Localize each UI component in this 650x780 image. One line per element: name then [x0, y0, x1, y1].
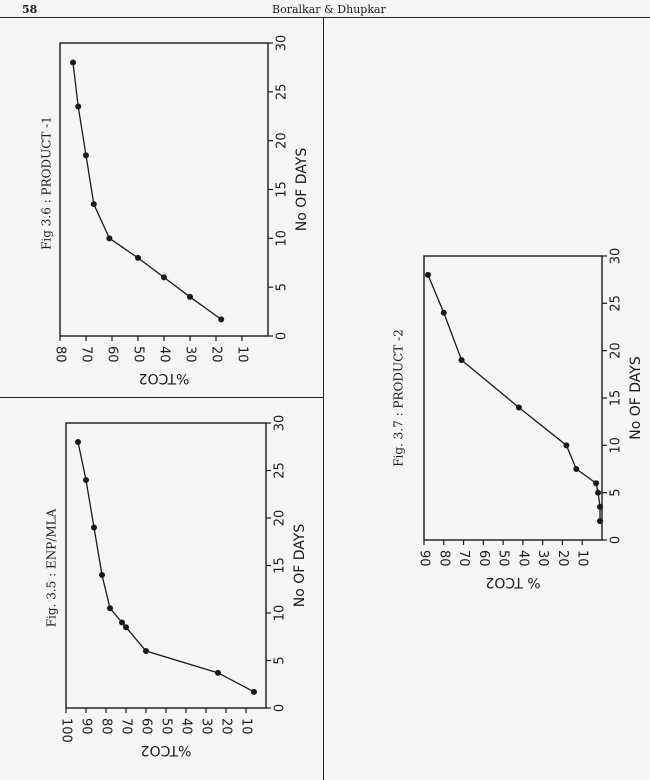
data-point — [90, 201, 97, 208]
data-point — [75, 103, 82, 110]
x-tick-label: 0 — [609, 536, 624, 544]
data-point — [440, 309, 447, 316]
y-tick-label: 20 — [219, 718, 234, 735]
series-line — [427, 274, 601, 522]
data-point — [458, 357, 465, 364]
x-tick-label: 5 — [609, 489, 624, 497]
x-tick-label: 25 — [273, 462, 288, 479]
y-axis-title: %TCO2 — [139, 370, 190, 386]
y-tick-label: 100 — [59, 718, 74, 743]
y-tick-label: 70 — [79, 346, 94, 363]
y-tick-label: 80 — [99, 718, 114, 735]
data-point — [143, 648, 149, 654]
y-tick-label: 10 — [239, 718, 254, 735]
data-point — [91, 524, 97, 531]
data-point — [135, 254, 141, 261]
chart-enp-mla: 0 5 10 15 20 25 30 10 20 30 40 50 60 70 80 90 100 No OF D… — [45, 415, 309, 758]
running-head: Boralkar & Dhupkar — [272, 3, 386, 16]
data-point — [218, 316, 225, 323]
left-horizontal-divider — [0, 397, 323, 398]
data-point — [215, 669, 221, 676]
data-point — [70, 59, 76, 66]
data-point — [597, 518, 604, 525]
y-tick-label: 90 — [417, 550, 432, 567]
y-tick-label: 90 — [79, 718, 94, 735]
x-tick-label: 25 — [275, 84, 290, 101]
x-tick-label: 5 — [273, 656, 288, 664]
x-tick-label: 20 — [609, 342, 624, 359]
x-tick-label: 30 — [273, 415, 288, 432]
x-tick-label: 20 — [275, 132, 290, 149]
x-tick-label: 5 — [275, 283, 290, 291]
data-point — [187, 293, 193, 300]
x-tick-label: 15 — [275, 181, 290, 198]
chart-product-1: 0 5 10 15 20 25 30 10 20 30 40 50 60 70 80 No OF DAYS %T… — [40, 35, 311, 386]
y-tick-label: 40 — [157, 346, 172, 363]
data-point — [424, 271, 431, 278]
series-line — [72, 62, 222, 320]
y-tick-label: 30 — [199, 718, 214, 735]
y-tick-label: 60 — [476, 550, 491, 567]
y-tick-label: 70 — [456, 550, 471, 567]
x-tick-label: 15 — [273, 557, 288, 574]
x-axis-title: No OF DAYS — [292, 524, 308, 608]
figure-caption: Fig. 3.7 : PRODUCT -2 — [392, 329, 406, 467]
figure-caption: Fig. 3.5 : ENP/MLA — [45, 508, 59, 627]
x-tick-label: 0 — [275, 332, 290, 340]
y-tick-label: 50 — [496, 550, 511, 567]
y-tick-label: 50 — [159, 718, 174, 735]
x-tick-label: 0 — [273, 704, 288, 712]
x-axis-title: No OF DAYS — [294, 148, 310, 232]
data-point — [107, 605, 113, 612]
x-tick-label: 20 — [273, 510, 288, 527]
x-tick-label: 30 — [275, 35, 290, 52]
y-tick-label: 10 — [575, 550, 590, 567]
x-tick-label: 15 — [609, 390, 624, 407]
page-number: 58 — [22, 3, 38, 16]
data-point — [83, 152, 89, 159]
top-rule — [0, 17, 650, 18]
y-tick-label: 10 — [235, 346, 250, 363]
y-tick-label: 80 — [53, 346, 68, 363]
data-point — [595, 489, 602, 496]
vertical-divider — [323, 17, 324, 780]
y-tick-label: 20 — [209, 346, 224, 363]
x-tick-label: 10 — [609, 437, 624, 454]
y-tick-label: 40 — [179, 718, 194, 735]
data-point — [597, 503, 604, 510]
data-point — [99, 572, 105, 578]
data-point — [83, 477, 89, 483]
y-tick-label: 30 — [183, 346, 198, 363]
y-tick-label: 20 — [555, 550, 570, 567]
x-tick-label: 30 — [609, 248, 624, 265]
y-tick-label: 60 — [105, 346, 120, 363]
figure-caption: Fig 3.6 : PRODUCT -1 — [40, 116, 54, 250]
y-tick-label: 70 — [119, 718, 134, 735]
x-axis-title: No OF DAYS — [628, 356, 644, 440]
data-point — [123, 624, 129, 631]
plot-frame — [423, 255, 603, 541]
series-line — [77, 441, 255, 693]
data-point — [573, 466, 580, 472]
y-tick-label: 60 — [139, 718, 154, 735]
data-point — [515, 404, 522, 411]
data-point — [119, 619, 125, 626]
data-point — [106, 235, 113, 242]
x-tick-label: 10 — [273, 605, 288, 622]
y-tick-label: 40 — [515, 550, 530, 567]
y-axis-title: %TCO2 — [141, 742, 192, 758]
data-point — [75, 439, 81, 445]
data-point — [563, 442, 570, 449]
x-tick-label: 10 — [275, 230, 290, 247]
data-point — [251, 688, 257, 695]
y-tick-label: 50 — [131, 346, 146, 363]
data-point — [161, 274, 167, 281]
y-tick-label: 30 — [535, 550, 550, 567]
x-tick-label: 25 — [609, 295, 624, 312]
plot-frame — [65, 422, 267, 709]
y-tick-label: 80 — [436, 550, 451, 567]
y-axis-title: % TCO2 — [485, 574, 540, 590]
data-point — [593, 480, 600, 487]
